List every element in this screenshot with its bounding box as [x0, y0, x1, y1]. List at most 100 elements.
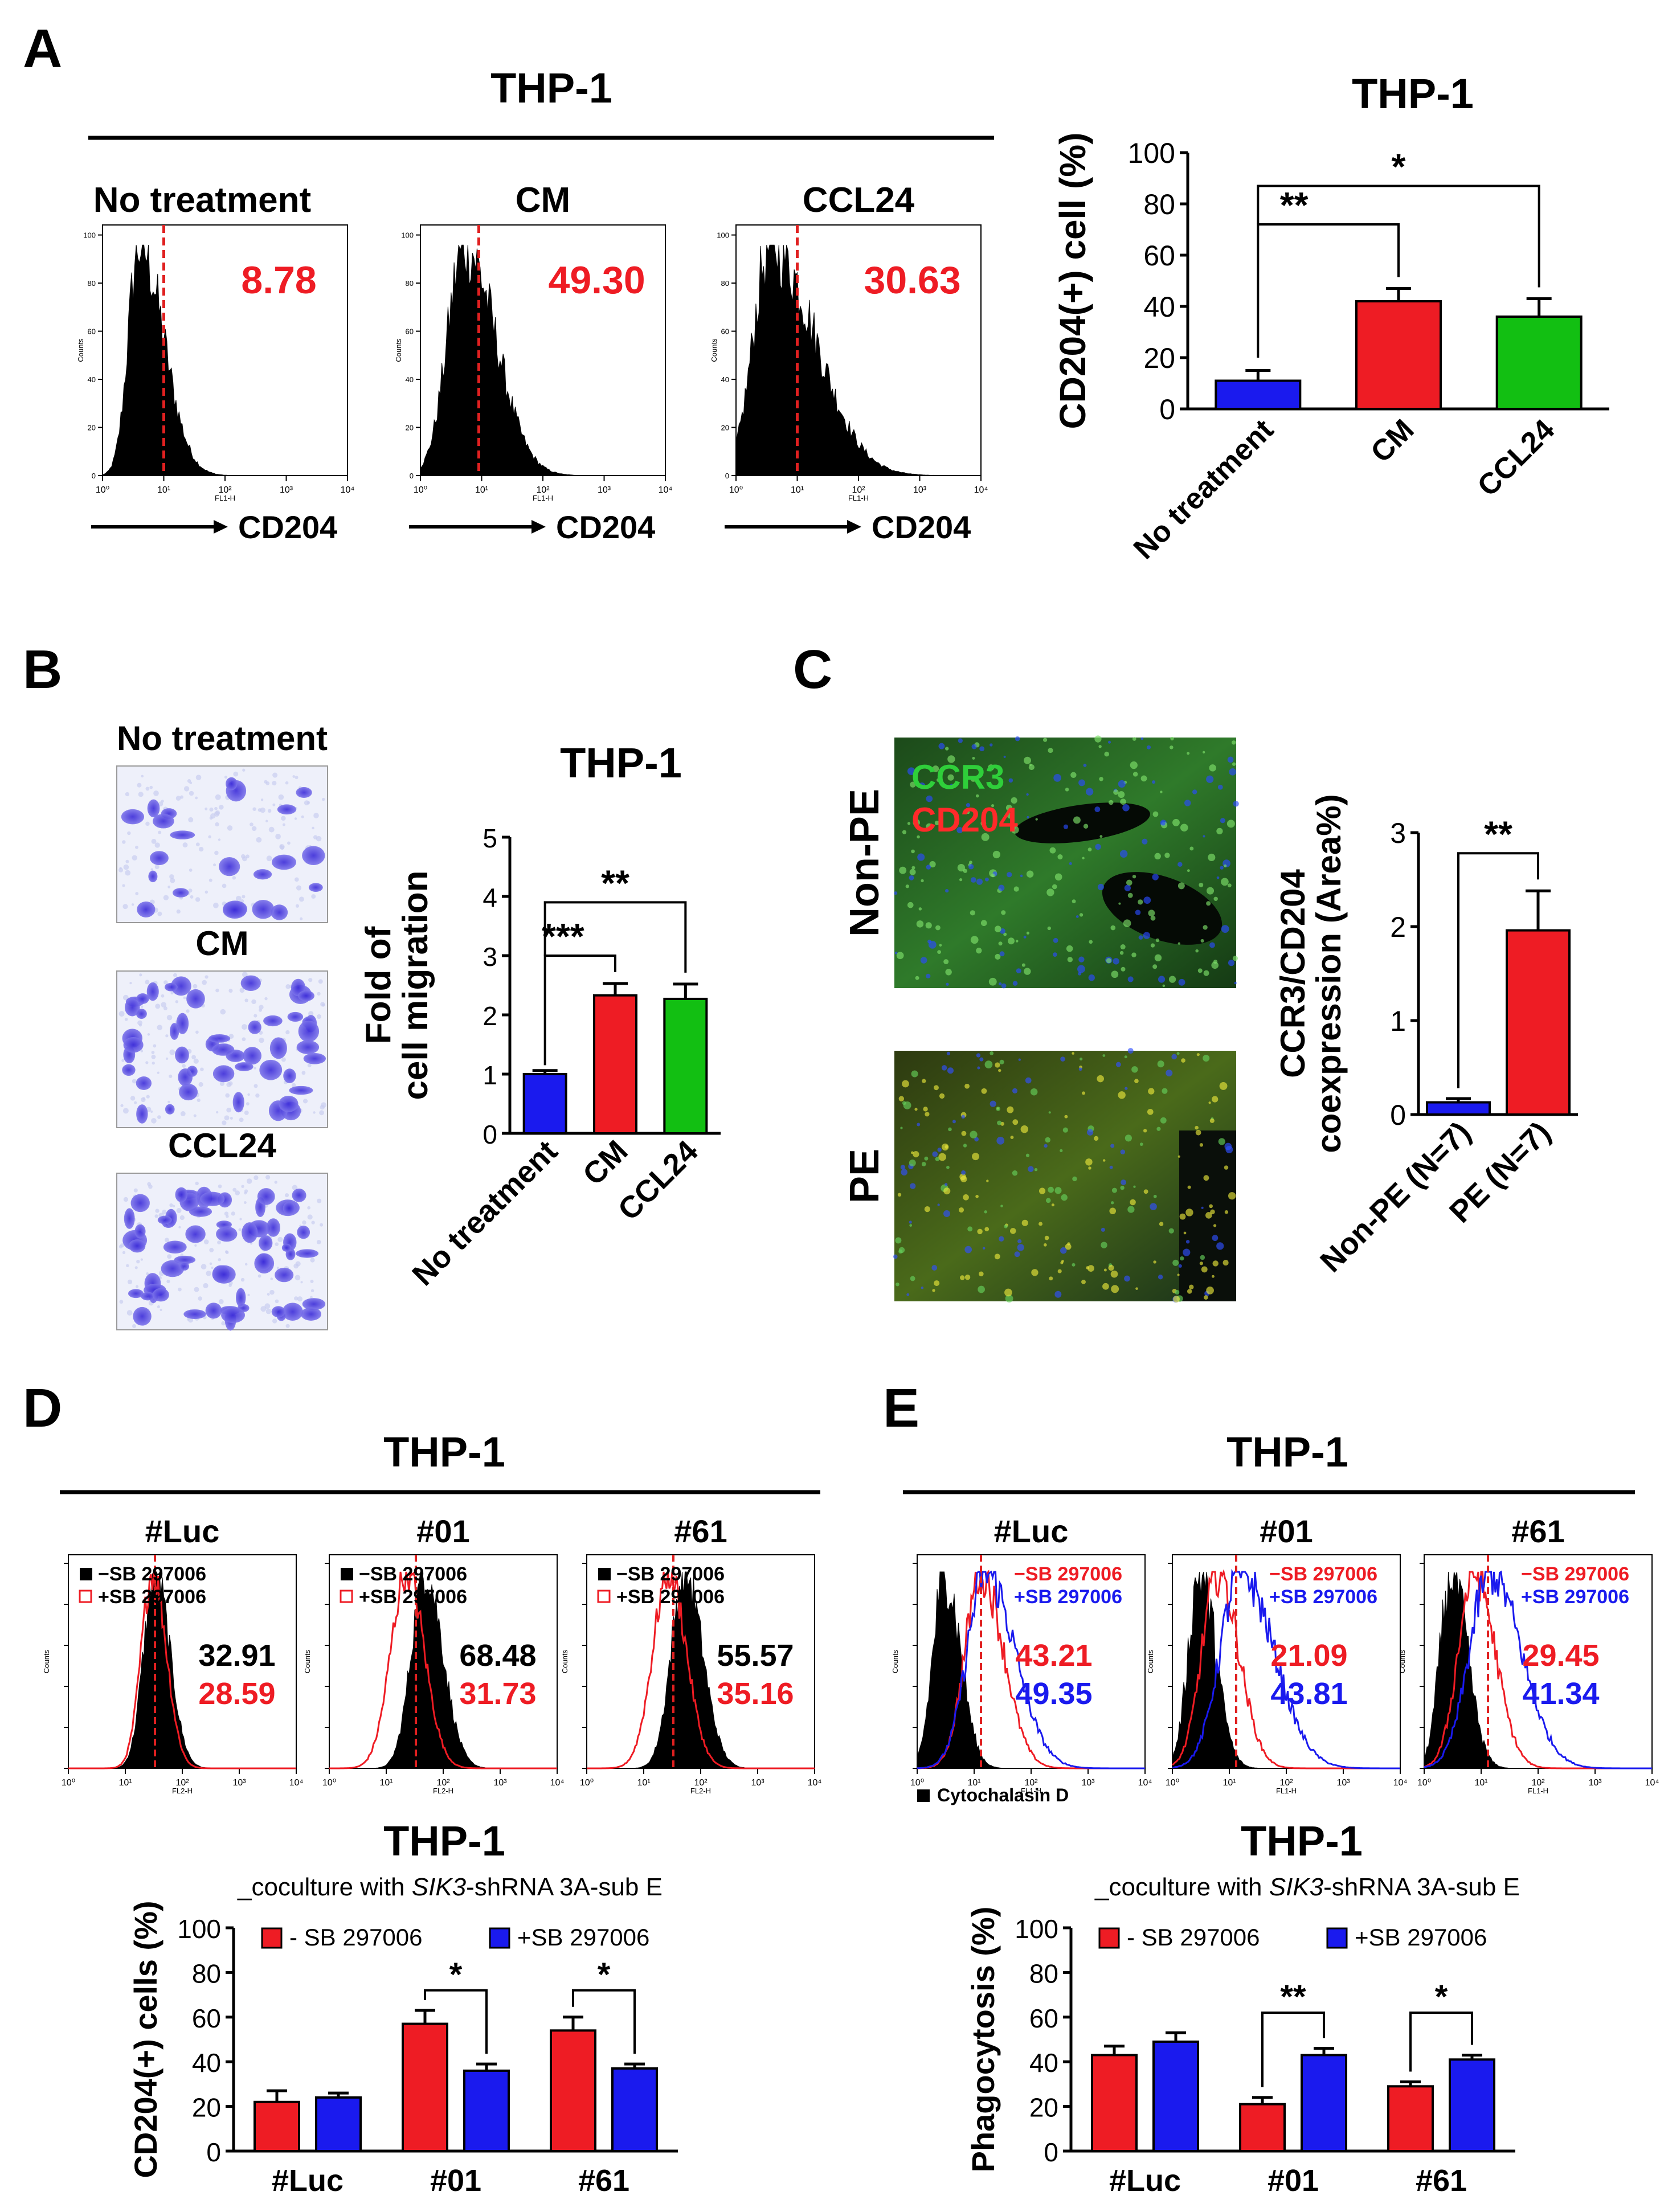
micro-c-signal: [1203, 835, 1205, 838]
hist-a-1-xlabel: FL1-H: [533, 494, 553, 502]
micro-c-signal: [1195, 949, 1199, 953]
histD-0-xlabel: FL2-H: [172, 1787, 193, 1795]
micro-c-signal: [1184, 800, 1191, 806]
micro-c-signal: [1233, 801, 1239, 807]
micro-c-signal: [976, 1053, 981, 1058]
micro-c-signal: [1232, 762, 1236, 766]
micro-c-signal: [896, 952, 904, 960]
micro-b-pore: [195, 775, 202, 780]
micro-b-pore: [145, 1061, 149, 1064]
micro-c-signal: [1034, 1168, 1038, 1171]
micro-b-pore: [267, 809, 272, 813]
chartE-bar-0-1: [1152, 2040, 1199, 2152]
micro-c-signal: [1192, 789, 1197, 794]
micro-c-signal: [921, 1287, 924, 1289]
micro-b-pore: [232, 1187, 237, 1192]
micro-b-pore: [252, 807, 256, 811]
histD-2-value-2: 35.16: [717, 1677, 794, 1711]
chartC-bar-0: [1426, 1101, 1491, 1116]
micro-b-pore: [292, 1185, 298, 1191]
micro-c-signal: [911, 1070, 918, 1078]
micro-b-cell: [298, 1020, 320, 1042]
micro-b-pore: [300, 917, 303, 920]
micro-c-signal: [1057, 854, 1063, 860]
micro-c-signal: [1115, 1062, 1121, 1067]
chartD-bar-2-1: [611, 2067, 658, 2152]
chartD-legend-swatch: [489, 1927, 510, 1949]
chartC-sig-bracket: [1457, 852, 1539, 1088]
micro-c-signal: [1015, 940, 1019, 943]
micro-c-signal: [1211, 1275, 1215, 1278]
chartD-subtitle: _coculture with SIK3-shRNA 3A-sub E: [237, 1873, 663, 1901]
panel-label-b: B: [23, 639, 62, 700]
micro-c-signal: [1228, 960, 1235, 966]
micro-b-cell: [129, 1239, 146, 1253]
histE-0-xtick-label: 10³: [1081, 1778, 1095, 1788]
micro-c-signal: [1160, 1117, 1167, 1124]
micro-b-pore: [317, 1198, 322, 1203]
chartE-bar-0-0: [1091, 2054, 1138, 2152]
micro-c-signal: [1130, 1199, 1136, 1206]
micro-c-signal: [1088, 1166, 1091, 1170]
micro-b-pore: [175, 1000, 179, 1003]
micro-c-signal: [1207, 887, 1215, 895]
micro-c-signal: [909, 1220, 912, 1224]
micro-c-signal: [984, 1060, 993, 1069]
chartD-legend-swatch: [261, 1927, 283, 1949]
micro-b-pore: [291, 1083, 296, 1088]
micro-b-label-0: No treatment: [117, 719, 328, 757]
histE-0-xlabel: FL1-H: [1021, 1787, 1041, 1795]
micro-c-signal: [1028, 1166, 1034, 1172]
micro-b-pore: [122, 884, 125, 887]
micro-b-pore: [222, 1120, 227, 1125]
micro-b-cell: [123, 1037, 144, 1053]
micro-b-cell: [296, 787, 312, 798]
histD-1-xtick-label: 10¹: [379, 1778, 392, 1788]
micro-c-signal: [999, 982, 1002, 986]
micro-b-cell: [122, 1064, 136, 1076]
micro-b-pore: [242, 895, 246, 899]
micro-b-pore: [272, 781, 277, 786]
histE-2-xtick-label: 10¹: [1474, 1778, 1487, 1788]
micro-b-cell: [281, 1243, 292, 1252]
micro-c-signal: [932, 1289, 935, 1292]
micro-c-signal: [931, 1265, 938, 1271]
micro-c-signal: [1097, 1075, 1104, 1083]
micro-b-cell: [124, 1208, 135, 1229]
micro-b-pore: [138, 1023, 142, 1027]
micro-b-pore: [176, 1208, 182, 1213]
micro-c-signal: [946, 982, 949, 986]
micro-c-signal: [1047, 926, 1051, 931]
micro-c-signal: [945, 889, 949, 893]
micro-b-pore: [157, 911, 162, 916]
micro-b-pore: [274, 1181, 277, 1184]
micro-c-signal: [970, 910, 975, 916]
histE-0-blue-line: [917, 1570, 1145, 1769]
micro-b-cell: [266, 1218, 280, 1237]
micro-b-pore: [182, 842, 188, 848]
micro-c-signal: [1082, 857, 1085, 859]
micro-c-signal: [1172, 818, 1180, 826]
micro-b-pore: [255, 1093, 260, 1098]
micro-c-signal: [1160, 821, 1166, 826]
micro-c-signal: [960, 1175, 967, 1183]
micro-b-pore: [295, 776, 299, 780]
micro-b-pore: [152, 1062, 155, 1065]
micro-c-signal: [924, 1156, 929, 1161]
micro-c-signal: [1049, 847, 1056, 854]
micro-c-signal: [1197, 968, 1203, 973]
micro-b-cell: [235, 1288, 246, 1308]
micro-c-signal: [1132, 772, 1138, 777]
chartD-bar-1-1: [463, 2069, 510, 2152]
histD-1-xtick-label: 10²: [436, 1778, 450, 1788]
micro-b-pore: [293, 1263, 299, 1269]
histD-2-xlabel: FL2-H: [690, 1787, 711, 1795]
hist-a-0-ylabel: Counts: [76, 338, 85, 362]
micro-c-signal: [1180, 1256, 1184, 1261]
micro-c-signal: [913, 819, 920, 826]
micro-b-cell: [297, 990, 314, 1001]
micro-c-signal: [1088, 974, 1095, 981]
chartC-ytick-label: 0: [1390, 1099, 1406, 1131]
micro-b-pore: [125, 870, 131, 876]
micro-c-signal: [1164, 853, 1170, 858]
